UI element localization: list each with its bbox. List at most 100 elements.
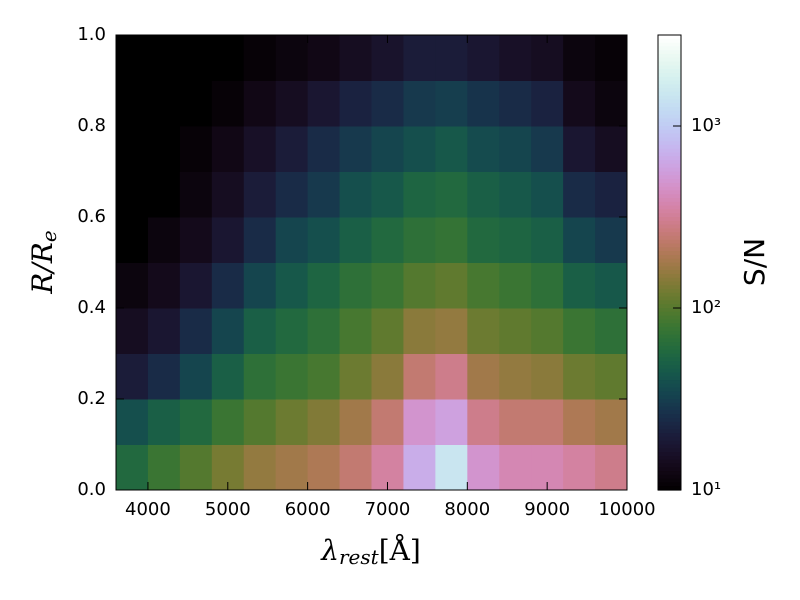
x-tick-label: 8000 (444, 499, 490, 520)
cell (499, 171, 532, 218)
cell (371, 126, 404, 172)
colorbar-swatch (658, 103, 681, 108)
x-tick-label: 6000 (285, 499, 331, 520)
colorbar-swatch (658, 160, 681, 165)
plot-frame (115, 34, 628, 491)
colorbar-swatch (658, 122, 681, 127)
colorbar-swatch (658, 402, 681, 408)
colorbar-swatch (658, 228, 681, 233)
cell (467, 353, 500, 400)
colorbar-swatch (658, 300, 681, 305)
heatmap (116, 35, 628, 491)
cell (243, 444, 277, 491)
colorbar-swatch (658, 76, 681, 82)
colorbar-swatch (658, 380, 681, 385)
y-tick-label: 0.8 (77, 115, 106, 136)
cell (467, 80, 500, 127)
cell (243, 126, 277, 172)
colorbar-swatch (658, 258, 681, 264)
colorbar-swatch (658, 452, 681, 457)
colorbar-swatch (658, 167, 681, 173)
cell (563, 262, 596, 309)
cell (435, 353, 468, 400)
colorbar-swatch (658, 342, 681, 347)
cell (179, 171, 213, 218)
colorbar-swatch (658, 345, 681, 351)
colorbar-swatch (658, 471, 681, 476)
cell (595, 444, 628, 491)
colorbar-swatch (658, 387, 681, 393)
colorbar-swatch (658, 315, 681, 320)
cell (403, 35, 436, 81)
colorbar-swatch (658, 50, 681, 55)
colorbar-swatch (658, 486, 681, 491)
cell (339, 262, 372, 309)
cell (243, 171, 277, 218)
cell (179, 444, 213, 491)
cell (339, 80, 372, 127)
colorbar-swatch (658, 57, 681, 63)
colorbar-swatch (658, 141, 681, 146)
cell (435, 171, 468, 218)
cell (243, 308, 277, 354)
colorbar-swatch (658, 417, 681, 423)
cell (467, 217, 500, 263)
cell (275, 35, 309, 81)
cell (435, 444, 468, 491)
cell (116, 444, 149, 491)
colorbar-swatch (658, 186, 681, 192)
colorbar-swatch (658, 182, 681, 188)
cell (116, 308, 149, 354)
colorbar-swatch (658, 349, 681, 355)
cell (116, 399, 149, 445)
cell (563, 35, 596, 81)
cell (116, 126, 149, 172)
cell (371, 399, 404, 445)
cell (307, 126, 341, 172)
cell (307, 217, 341, 263)
colorbar-swatch (658, 482, 681, 487)
colorbar-swatch (658, 296, 681, 302)
colorbar-swatch (658, 179, 681, 184)
cell (371, 308, 404, 354)
cell (147, 35, 181, 81)
cell (211, 399, 245, 445)
colorbar-tick-label: 10² (691, 297, 721, 318)
cell (307, 399, 341, 445)
cell (179, 126, 213, 172)
cell (211, 262, 245, 309)
cell (467, 126, 500, 172)
cell (531, 217, 564, 263)
colorbar-tick-label: 10¹ (691, 479, 721, 500)
cell (275, 308, 309, 354)
cell (339, 353, 372, 400)
cell (499, 308, 532, 354)
cell (435, 308, 468, 354)
colorbar-swatch (658, 80, 681, 85)
cell (179, 353, 213, 400)
y-tick-label: 0.2 (77, 388, 106, 409)
cell (147, 126, 181, 172)
colorbar-tick-label: 10³ (691, 115, 721, 136)
colorbar (658, 35, 681, 491)
cell (563, 444, 596, 491)
cell (499, 399, 532, 445)
cell (563, 171, 596, 218)
cell (563, 217, 596, 263)
cell (179, 35, 213, 81)
colorbar-swatch (658, 205, 681, 211)
colorbar-swatch (658, 444, 681, 449)
cell (147, 171, 181, 218)
cell (116, 217, 149, 263)
colorbar-swatch (658, 156, 681, 161)
cell (339, 126, 372, 172)
y-tick-label: 0.4 (77, 297, 106, 318)
y-tick-label: 0.6 (77, 206, 106, 227)
y-tick-label: 1.0 (77, 24, 106, 45)
colorbar-swatch (658, 137, 681, 142)
cell (435, 35, 468, 81)
cell (307, 353, 341, 400)
colorbar-swatch (658, 72, 681, 78)
cell (211, 126, 245, 172)
cell (275, 126, 309, 172)
